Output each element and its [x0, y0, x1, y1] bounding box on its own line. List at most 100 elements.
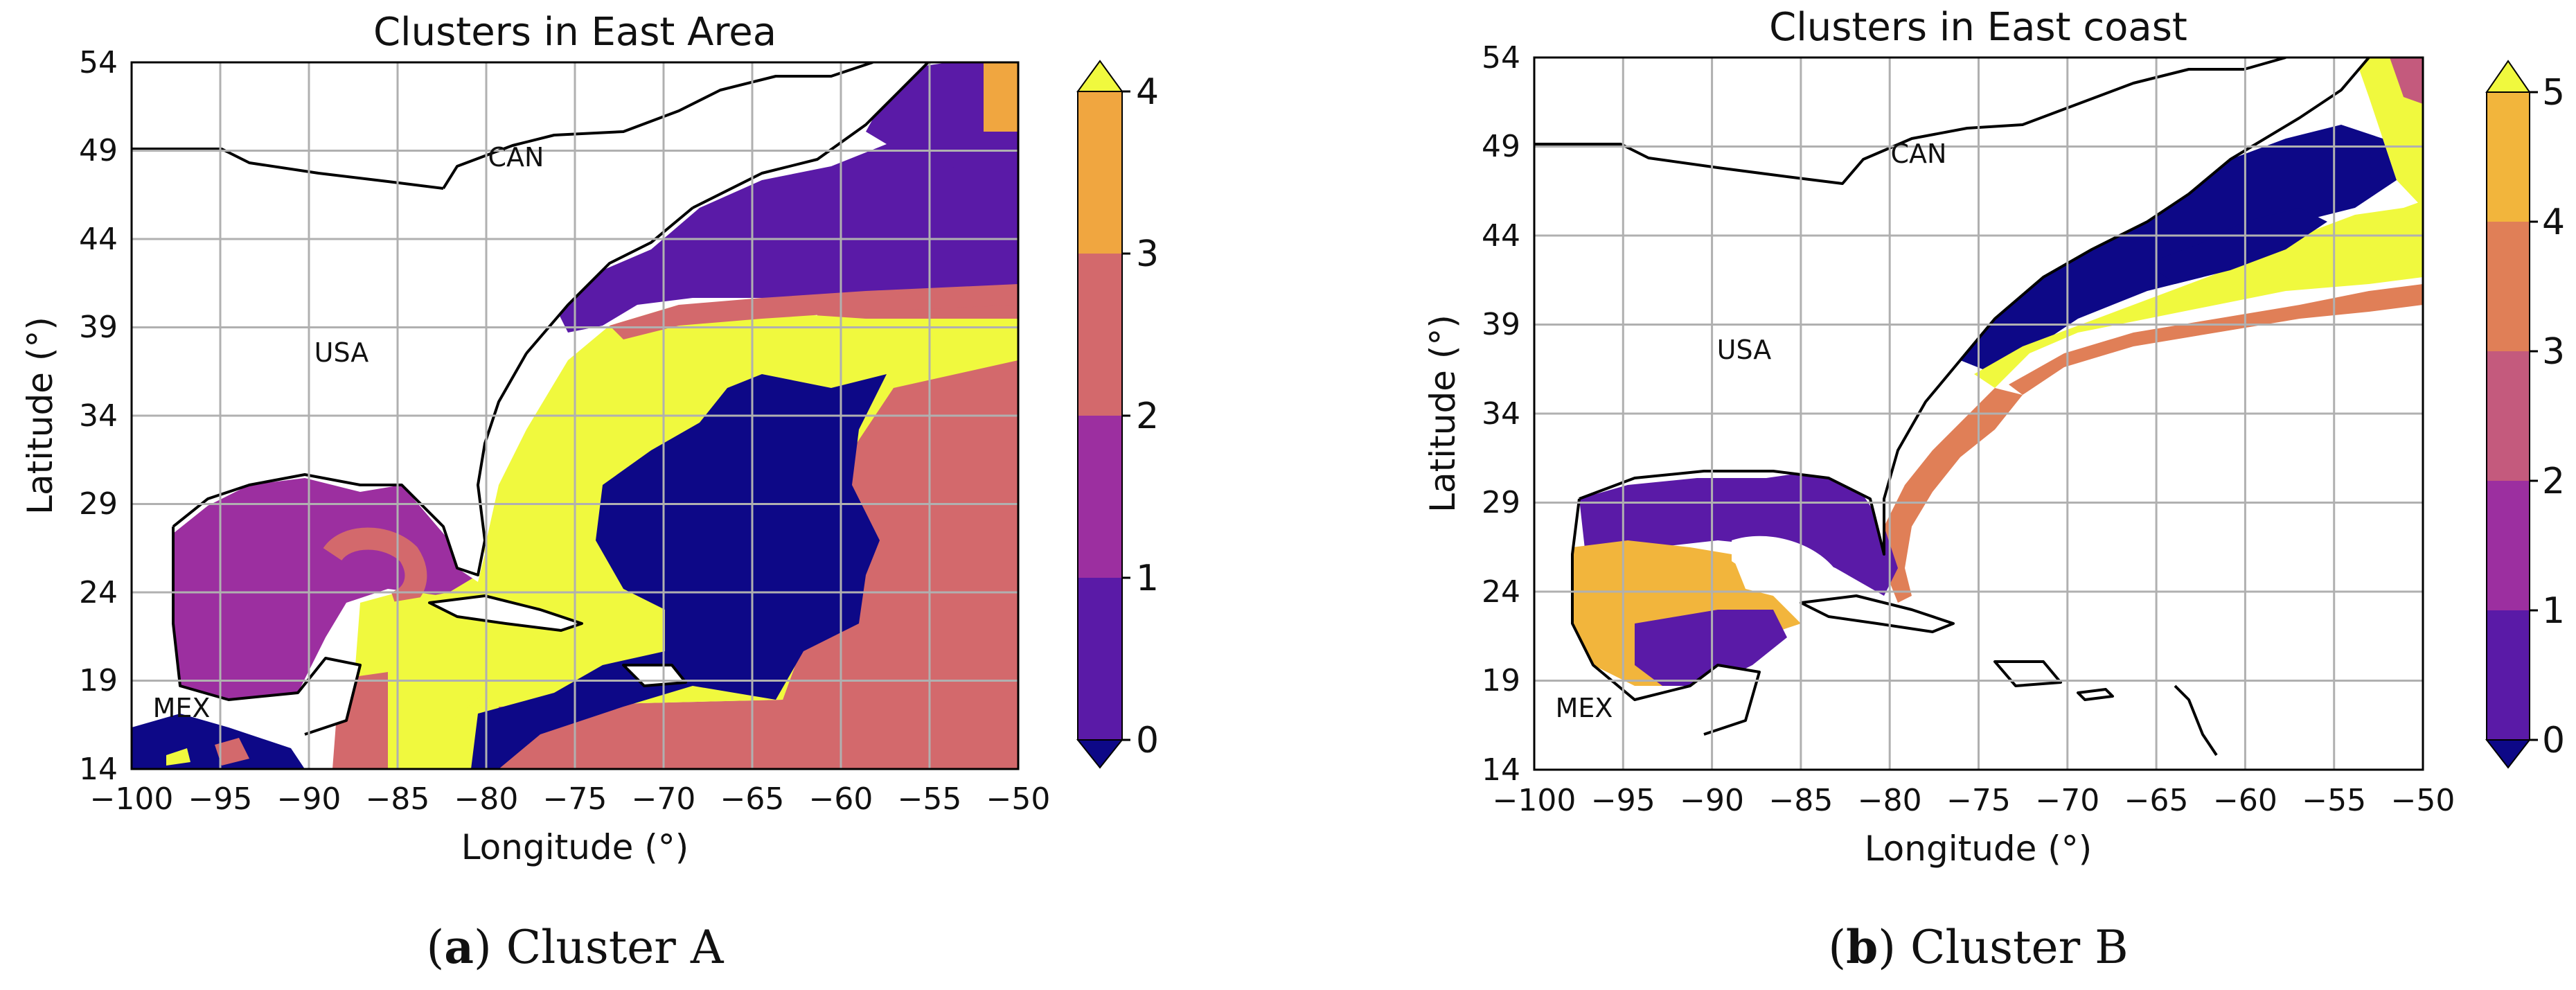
panel-a-grid	[132, 62, 1018, 769]
ytick-label: 19	[79, 663, 118, 698]
xtick-label: −95	[1591, 783, 1655, 818]
panel-b-title: Clusters in East coast	[1769, 5, 2187, 50]
ytick-label: 29	[1482, 485, 1520, 520]
cluster-1-region-ne	[866, 62, 1018, 173]
panel-b-colorbar: 0 1 2 3 4 5	[2485, 60, 2565, 769]
panel-b: Clusters in East coast	[1423, 5, 2565, 974]
cluster-0-region-b	[1960, 125, 2397, 374]
cluster-5-region-carib	[367, 589, 540, 734]
ytick-label: 19	[1482, 663, 1520, 698]
xtick-label: −50	[986, 781, 1051, 817]
ytick-label: 44	[1482, 218, 1520, 254]
xtick-label: −75	[543, 781, 607, 817]
xtick-label: −70	[2035, 783, 2099, 818]
cluster-3-region	[485, 291, 1018, 769]
panel-b-grid	[1534, 58, 2423, 770]
panel-a-xticks: −100 −95 −90 −85 −80 −75 −70 −65 −60 −55…	[90, 781, 1051, 817]
coastline-a	[132, 62, 930, 736]
white-loop-b	[1732, 536, 1847, 613]
ytick-label: 39	[79, 310, 118, 345]
panel-a-frame	[130, 61, 1020, 770]
cluster-5-region-b	[1974, 201, 2423, 388]
panel-a: Clusters in East Area	[20, 10, 1159, 974]
ytick-label: 44	[79, 222, 118, 257]
cluster-4-gulf-b	[1572, 540, 1801, 686]
cluster-5-pacific	[166, 748, 190, 766]
colorbar-tick: 0	[1136, 720, 1159, 761]
xtick-label: −85	[1768, 783, 1833, 818]
xtick-label: −85	[366, 781, 430, 817]
land-mexico	[132, 658, 360, 734]
caption-a: (a) Cluster A	[426, 920, 724, 974]
caption-b: (b) Cluster B	[1828, 920, 2128, 974]
colorbar-tick: 1	[1136, 558, 1159, 599]
xtick-label: −55	[898, 781, 962, 817]
ytick-label: 49	[79, 133, 118, 168]
xtick-label: −70	[632, 781, 696, 817]
panel-b-xlabel: Longitude (°)	[1865, 829, 2093, 869]
ytick-label: 39	[1482, 307, 1520, 342]
colorbar-tick: 3	[1136, 233, 1159, 275]
country-label-mex: MEX	[1556, 693, 1613, 723]
cluster-3-pacific	[215, 738, 249, 766]
xtick-label: −80	[454, 781, 519, 817]
colorbar-tick: 2	[2542, 461, 2565, 502]
panel-a-yticks: 14 19 24 29 34 39 44 49 54	[79, 45, 118, 787]
xtick-label: −60	[2213, 783, 2277, 818]
coastline-b	[1534, 58, 2370, 757]
ytick-label: 34	[79, 398, 118, 434]
land-cuba	[429, 596, 582, 630]
panel-a-ylabel: Latitude (°)	[20, 317, 60, 515]
ytick-label: 14	[1482, 752, 1520, 788]
xtick-label: −65	[2124, 783, 2189, 818]
xtick-label: −75	[1946, 783, 2011, 818]
colorbar-tick: 1	[2542, 590, 2565, 632]
country-label-usa: USA	[1717, 335, 1772, 365]
xtick-label: −90	[277, 781, 341, 817]
panel-b-frame	[1533, 56, 2424, 771]
xtick-label: −100	[1493, 783, 1576, 818]
cluster-4-strip-b	[1884, 388, 2023, 603]
cluster-0-region	[471, 374, 887, 769]
xtick-label: −100	[90, 781, 174, 817]
ytick-label: 24	[79, 575, 118, 610]
land-florida	[443, 513, 485, 582]
country-label-usa: USA	[314, 337, 369, 368]
land-north-america	[132, 62, 928, 575]
colorbar-tick: 4	[2542, 202, 2565, 243]
ytick-label: 54	[79, 45, 118, 80]
cluster-1-region-north	[554, 118, 1018, 333]
country-label-can: CAN	[1891, 139, 1947, 169]
xtick-label: −80	[1858, 783, 1922, 818]
colorbar-tick: 5	[2542, 72, 2565, 114]
country-label-can: CAN	[488, 142, 544, 173]
colorbar-tick: 4	[1136, 71, 1159, 113]
ytick-label: 14	[79, 752, 118, 787]
cluster-4-region	[984, 62, 1018, 132]
xtick-label: −50	[2391, 783, 2455, 818]
caption-a-letter: a	[444, 920, 474, 974]
ytick-label: 49	[1482, 129, 1520, 164]
cluster-2-gulf	[173, 478, 478, 700]
cluster-3-strip	[610, 284, 1018, 339]
country-label-mex: MEX	[153, 693, 211, 723]
xtick-label: −90	[1680, 783, 1744, 818]
cluster-1-region-b-ne	[2147, 208, 2327, 284]
ytick-label: 54	[1482, 40, 1520, 76]
caption-a-text: Cluster A	[492, 921, 725, 974]
ytick-label: 24	[1482, 574, 1520, 610]
panel-b-yticks: 14 19 24 29 34 39 44 49 54	[1482, 40, 1520, 788]
ytick-label: 29	[79, 486, 118, 522]
colorbar-tick: 2	[1136, 396, 1159, 437]
cluster-4-region-b	[2009, 284, 2423, 395]
colorbar-tick: 0	[2542, 720, 2565, 761]
ytick-label: 34	[1482, 396, 1520, 432]
xtick-label: −55	[2302, 783, 2366, 818]
land-mexico-b	[1534, 665, 1759, 734]
panel-b-xticks: −100 −95 −90 −85 −80 −75 −70 −65 −60 −55…	[1493, 783, 2455, 818]
caption-b-letter: b	[1846, 920, 1878, 974]
panel-a-xlabel: Longitude (°)	[461, 827, 689, 867]
land-north-america-b	[1534, 58, 2369, 554]
xtick-label: −65	[720, 781, 785, 817]
